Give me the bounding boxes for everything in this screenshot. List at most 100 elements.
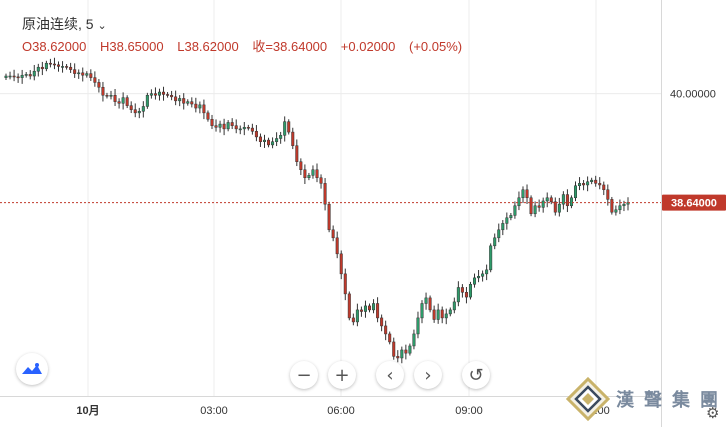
candle bbox=[497, 223, 501, 243]
chevron-down-icon[interactable]: ⌄ bbox=[97, 19, 107, 32]
candle-body bbox=[52, 63, 56, 66]
gear-icon[interactable]: ⚙ bbox=[706, 404, 720, 422]
candle-body bbox=[412, 333, 416, 347]
candle bbox=[622, 200, 626, 212]
candle-body bbox=[529, 197, 533, 215]
candle-body bbox=[517, 197, 521, 207]
candle bbox=[493, 233, 497, 250]
candle bbox=[424, 292, 428, 310]
candle bbox=[533, 201, 537, 218]
candle bbox=[162, 86, 166, 101]
candle-body bbox=[565, 194, 569, 207]
candle-body bbox=[129, 105, 133, 110]
candle bbox=[452, 297, 456, 314]
scroll-right-button[interactable]: › bbox=[414, 361, 442, 389]
candle bbox=[477, 270, 481, 283]
candle bbox=[614, 205, 618, 216]
candle-body bbox=[359, 309, 363, 312]
candle bbox=[347, 291, 351, 321]
close-readout: 收=38.64000 bbox=[252, 39, 328, 54]
candle bbox=[16, 73, 20, 83]
candle-body bbox=[363, 305, 367, 312]
candle-body bbox=[489, 245, 493, 271]
reset-chart-button[interactable]: ↺ bbox=[462, 361, 490, 389]
candle bbox=[69, 62, 73, 73]
candle bbox=[537, 199, 541, 212]
time-tick-label: 06:00 bbox=[327, 405, 355, 417]
candle bbox=[541, 197, 545, 213]
zoom-out-button[interactable]: − bbox=[290, 361, 318, 389]
candle-body bbox=[77, 72, 81, 75]
candle-body bbox=[174, 96, 178, 102]
candle-body bbox=[262, 139, 266, 142]
candle-body bbox=[343, 273, 347, 295]
tradingview-logo-icon[interactable] bbox=[16, 353, 48, 385]
candle-body bbox=[473, 277, 477, 285]
low-readout: L38.62000 bbox=[177, 39, 239, 54]
candle-body bbox=[594, 179, 598, 184]
candle-body bbox=[501, 223, 505, 231]
candle-body bbox=[416, 317, 420, 335]
candle bbox=[594, 175, 598, 187]
candle-body bbox=[145, 94, 149, 107]
candle bbox=[307, 172, 311, 181]
candle-body bbox=[246, 127, 250, 129]
candle-body bbox=[254, 131, 258, 138]
candle bbox=[73, 63, 77, 78]
candle-body bbox=[194, 103, 198, 109]
candle bbox=[52, 57, 56, 70]
candle-body bbox=[16, 76, 20, 79]
candle bbox=[553, 197, 557, 216]
zoom-in-button[interactable]: + bbox=[328, 361, 356, 389]
candle bbox=[606, 184, 610, 206]
scroll-left-button[interactable]: ‹ bbox=[376, 361, 404, 389]
candle bbox=[355, 303, 359, 327]
candle bbox=[456, 281, 460, 307]
candle bbox=[182, 93, 186, 110]
candle-body bbox=[537, 205, 541, 208]
candle bbox=[626, 197, 630, 211]
symbol-title[interactable]: 原油连续, 5 ⌄ bbox=[22, 16, 107, 32]
candle-body bbox=[65, 66, 69, 68]
candle-body bbox=[481, 273, 485, 277]
candle-body bbox=[202, 104, 206, 114]
candle-body bbox=[307, 175, 311, 178]
candle-body bbox=[497, 229, 501, 239]
watermark-logo-icon bbox=[566, 377, 610, 421]
candle bbox=[198, 101, 202, 114]
watermark-text: 漢聲集團 bbox=[616, 390, 728, 411]
candle bbox=[153, 87, 157, 100]
candle bbox=[598, 177, 602, 190]
candle bbox=[230, 118, 234, 130]
candle bbox=[174, 90, 178, 106]
candle bbox=[351, 313, 355, 326]
candle-body bbox=[295, 145, 299, 162]
candle bbox=[521, 186, 525, 204]
candle bbox=[565, 189, 569, 213]
grid bbox=[0, 0, 661, 396]
candle-body bbox=[464, 292, 468, 298]
candle-body bbox=[347, 293, 351, 319]
candle-body bbox=[258, 136, 262, 142]
candle-body bbox=[311, 169, 315, 176]
candle bbox=[202, 99, 206, 120]
candle-body bbox=[509, 215, 513, 219]
candle bbox=[448, 307, 452, 317]
candle bbox=[77, 69, 81, 79]
candle bbox=[178, 95, 182, 107]
candle-body bbox=[541, 200, 545, 208]
candle bbox=[222, 118, 226, 136]
candle bbox=[57, 61, 61, 72]
candle-body bbox=[545, 197, 549, 202]
candle bbox=[525, 184, 529, 205]
candle-body bbox=[12, 75, 16, 78]
candle bbox=[339, 250, 343, 280]
candle bbox=[258, 133, 262, 147]
candle-body bbox=[121, 97, 125, 104]
candle bbox=[250, 123, 254, 135]
candle-body bbox=[521, 189, 525, 199]
candle-body bbox=[61, 66, 65, 68]
interval-value: 5 bbox=[85, 16, 94, 32]
candle bbox=[254, 125, 258, 142]
